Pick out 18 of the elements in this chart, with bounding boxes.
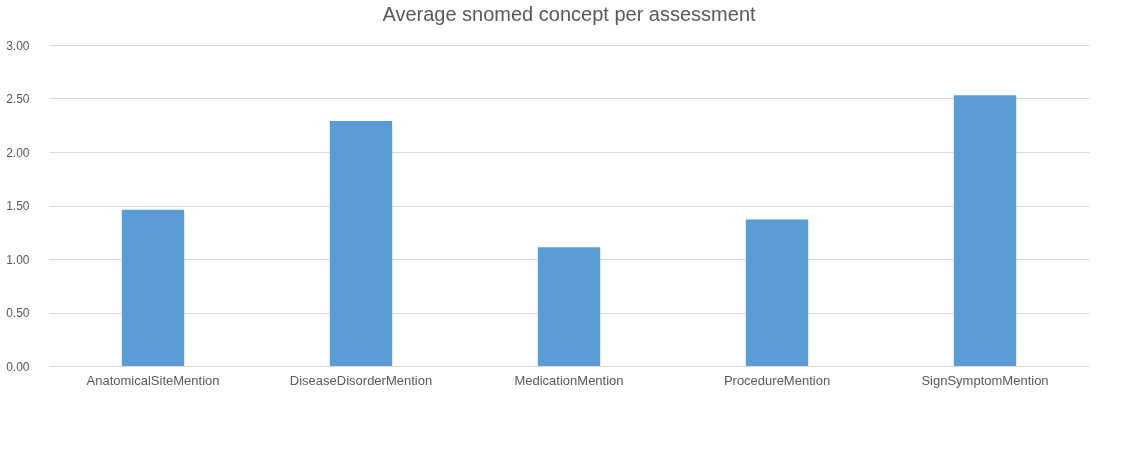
- x-tick-label: DiseaseDisorderMention: [289, 372, 433, 388]
- x-tick-label: ProcedureMention: [723, 372, 831, 388]
- x-tick-label: AnatomicalSiteMention: [86, 372, 220, 388]
- y-tick-label: 1.50: [6, 199, 30, 213]
- y-tick-label: 1.00: [6, 252, 30, 267]
- y-tick-label: 3.00: [6, 38, 30, 53]
- chart-title: Average snomed concept per assessment: [382, 3, 757, 25]
- bar: [537, 247, 601, 366]
- y-tick-label: 2.50: [6, 92, 30, 106]
- bar: [953, 95, 1017, 366]
- bar: [329, 120, 393, 366]
- x-tick-label: SignSymptomMention: [921, 372, 1049, 388]
- x-tick-label: MedicationMention: [514, 372, 624, 388]
- y-tick-label: 0.50: [6, 306, 30, 320]
- y-tick-label: 2.00: [6, 145, 30, 160]
- bar: [745, 219, 809, 366]
- y-tick-label: 0.00: [6, 359, 30, 374]
- bar: [121, 209, 185, 366]
